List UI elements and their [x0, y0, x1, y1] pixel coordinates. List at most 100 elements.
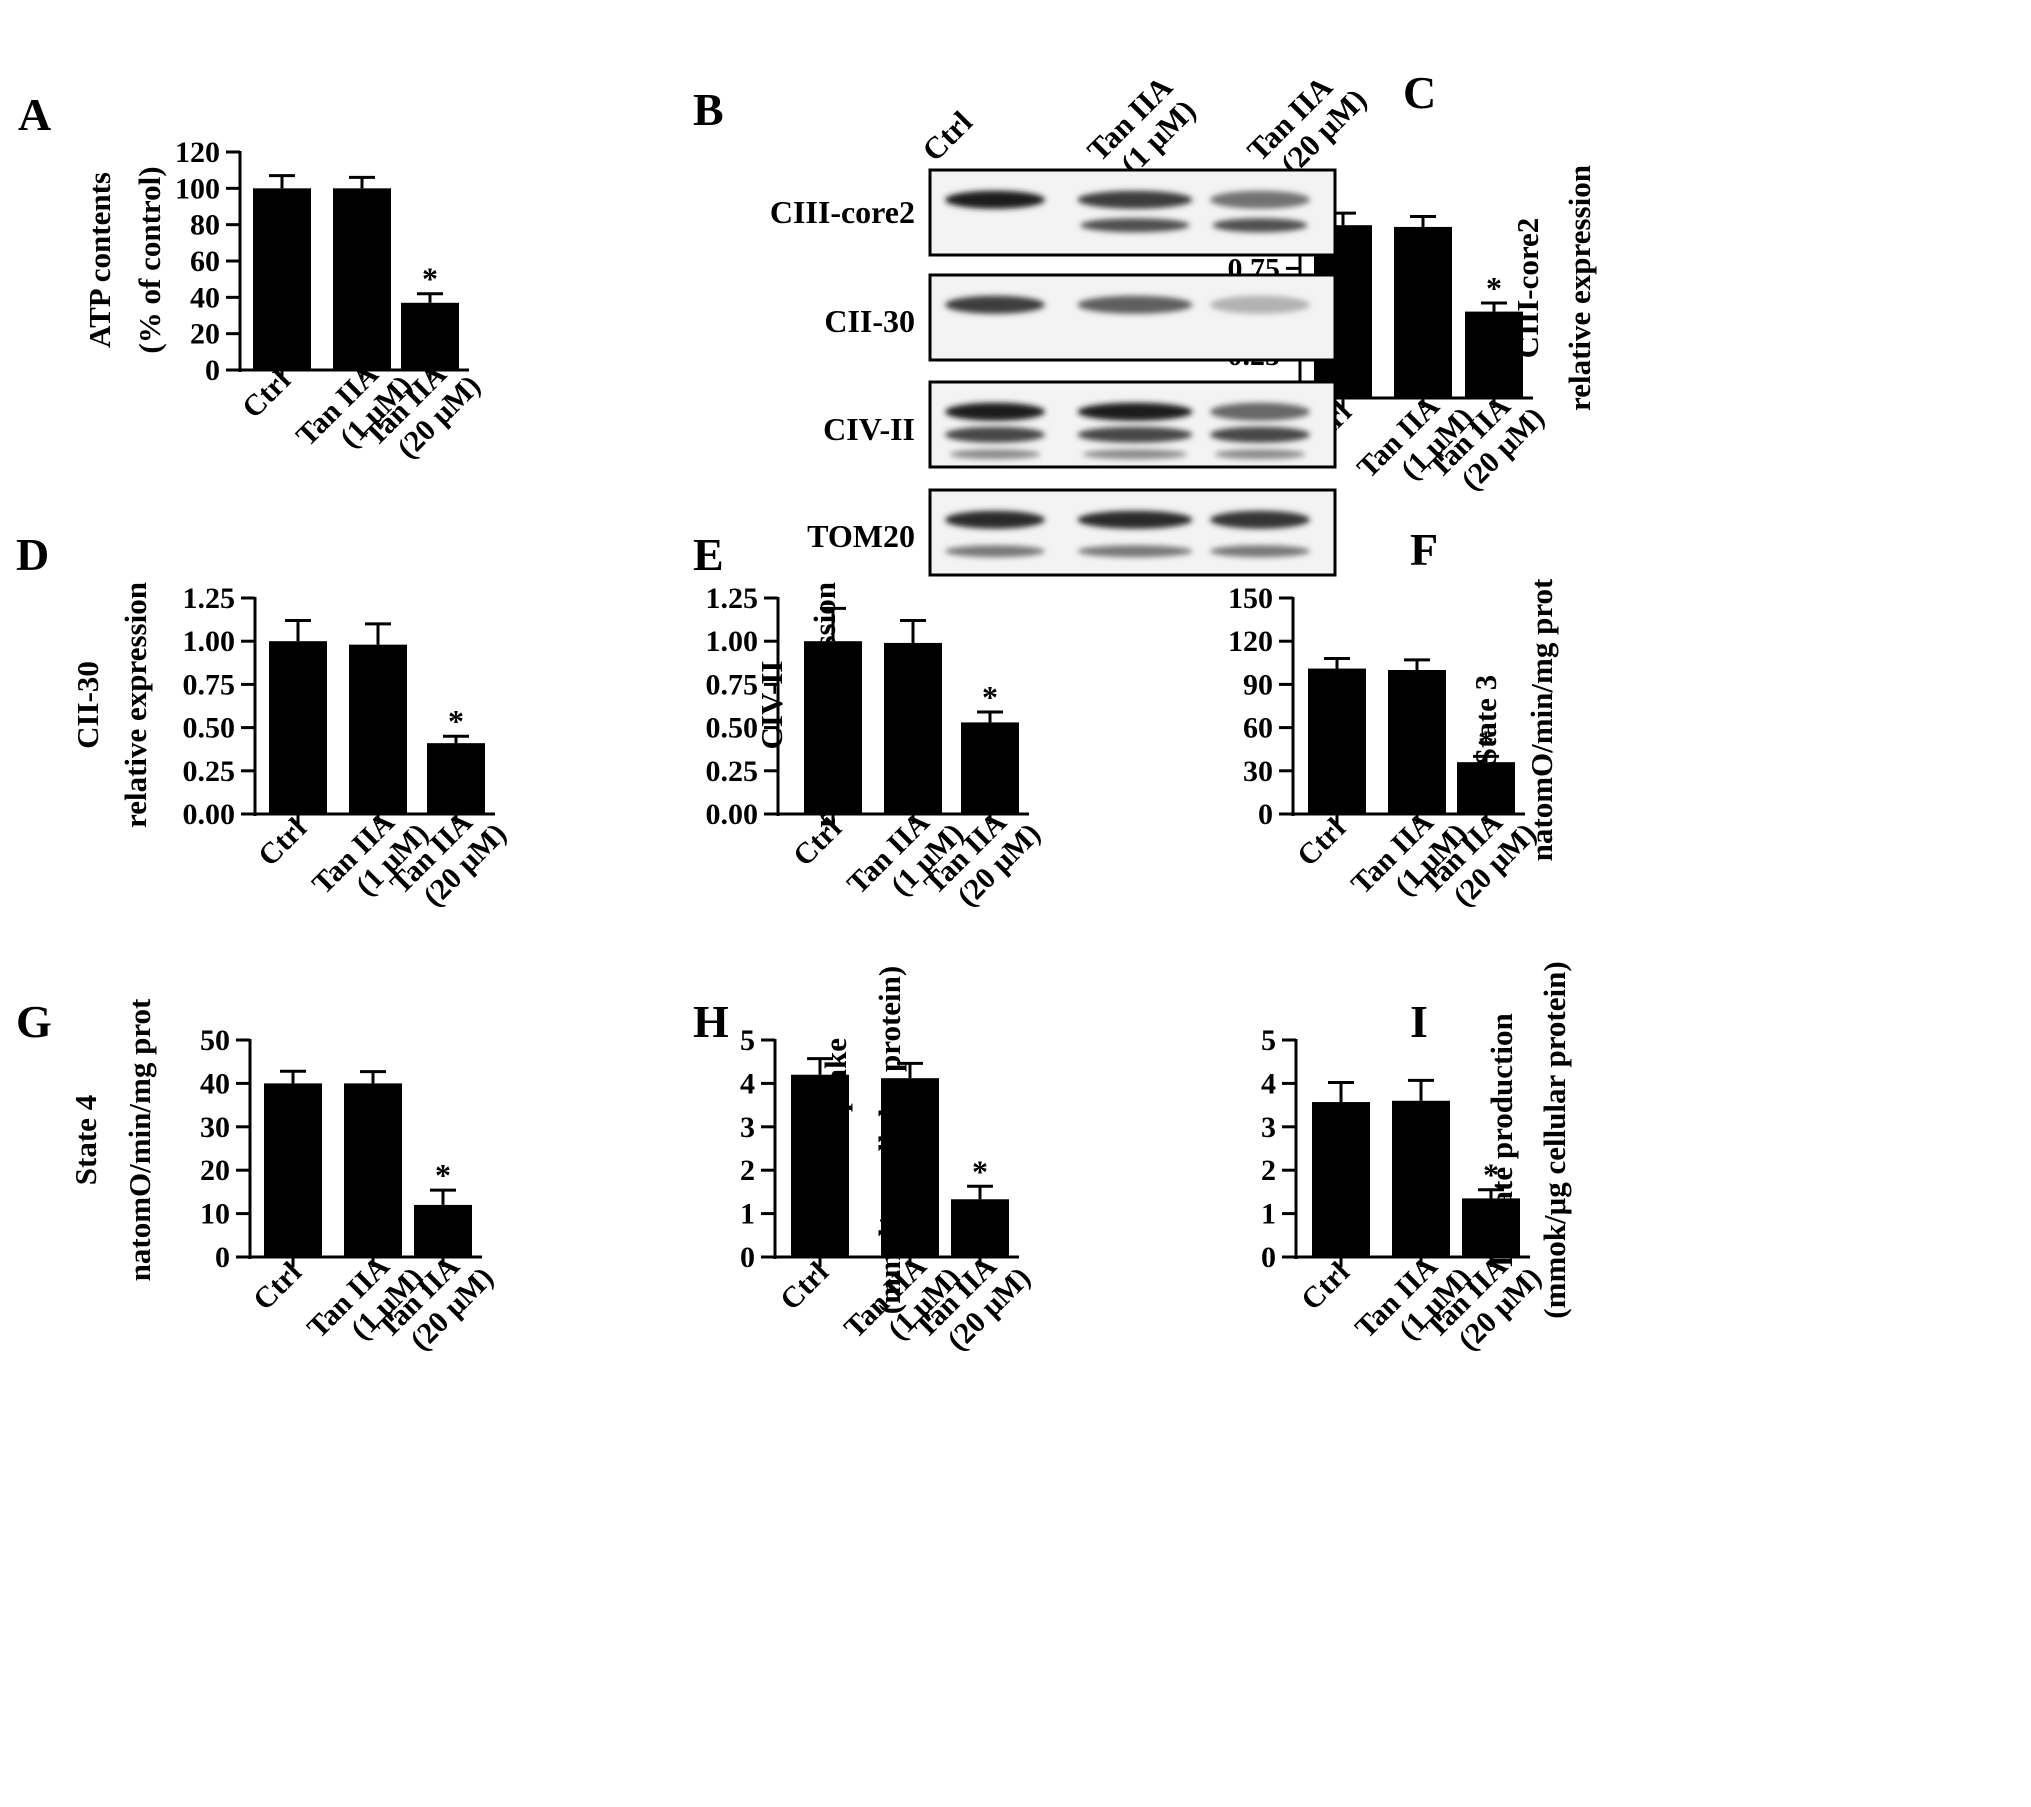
y-tick-label: 120 [1228, 625, 1273, 658]
lane-label: Ctrl [915, 104, 979, 168]
blot-band [1077, 545, 1193, 558]
panel-b: B Ctrl Tan IIA(1 μM) Tan IIA(20 μM)CIII-cor… [693, 69, 1373, 577]
x-tick-label: Ctrl [247, 1256, 308, 1317]
y-tick-label: 0 [1261, 1241, 1276, 1274]
y-tick-label: 40 [190, 281, 220, 314]
y-tick-label: 0.25 [183, 755, 236, 788]
y-tick-label: 20 [200, 1154, 230, 1187]
blot-box [928, 488, 1337, 577]
y-tick-label: 80 [190, 209, 220, 242]
blot-band [1077, 426, 1193, 443]
x-tick-label-line: Ctrl [252, 812, 313, 873]
y-axis-label: ATP contents [82, 172, 117, 348]
bar [951, 1199, 1009, 1257]
blot-row-label: CIV-II [823, 411, 915, 447]
y-tick-label: 120 [175, 136, 220, 169]
blot-row-label: CII-30 [824, 303, 915, 339]
blot-band [1077, 190, 1193, 209]
y-tick-label: 3 [1261, 1111, 1276, 1144]
y-tick-label: 5 [740, 1024, 755, 1057]
significance-star: * [448, 703, 464, 739]
lane-label-line: Ctrl [915, 104, 979, 168]
y-tick-label: 1.00 [183, 625, 236, 658]
blot-band [1077, 295, 1193, 314]
panel-letter: F [1410, 524, 1438, 575]
panel-letter: B [693, 84, 724, 135]
bar [881, 1078, 939, 1257]
y-tick-label: 4 [740, 1067, 755, 1100]
blot-band [1210, 545, 1310, 558]
bar [1462, 1198, 1520, 1257]
y-tick-label: 0.00 [706, 798, 759, 831]
y-axis-label: relative expression [1562, 165, 1597, 411]
y-tick-label: 0 [740, 1241, 755, 1274]
y-tick-label: 40 [200, 1067, 230, 1100]
y-tick-label: 1 [740, 1198, 755, 1231]
bar [414, 1204, 472, 1257]
blot-band [945, 510, 1045, 529]
blot-box [928, 273, 1337, 362]
panel-letter: D [16, 529, 49, 580]
x-tick-label-line: Ctrl [247, 1256, 308, 1317]
y-tick-label: 3 [740, 1111, 755, 1144]
blot-band [1077, 402, 1193, 421]
y-tick-label: 60 [1243, 712, 1273, 745]
panel-letter: A [18, 89, 51, 140]
blot-band [1212, 218, 1308, 233]
y-tick-label: 90 [1243, 668, 1273, 701]
y-tick-label: 50 [200, 1024, 230, 1057]
bar [1308, 668, 1366, 814]
blot-band [945, 295, 1045, 314]
y-tick-label: 20 [190, 318, 220, 351]
blot-band [945, 190, 1045, 209]
blot-band [1210, 295, 1310, 314]
significance-star: * [1478, 723, 1494, 759]
y-tick-label: 0 [205, 354, 220, 387]
bar [1388, 670, 1446, 814]
y-tick-label: 0.75 [706, 668, 759, 701]
y-tick-label: 0.25 [706, 755, 759, 788]
bar [961, 722, 1019, 814]
x-tick-label: Ctrl [1295, 1256, 1356, 1317]
blot-row-label: CIII-core2 [770, 194, 915, 230]
panel-h: HGlucose uptake(mmol/ng cellular protein… [693, 966, 1037, 1357]
y-tick-label: 0.00 [183, 798, 236, 831]
blot-band [1210, 510, 1310, 529]
blot-band [1210, 426, 1310, 443]
blot-box [928, 168, 1337, 257]
bar [333, 188, 391, 370]
x-tick-label-line: Ctrl [1291, 812, 1352, 873]
significance-star: * [1483, 1157, 1499, 1193]
panel-d: D CII-30 relative expression 0.00 0.25 0.50 0.… [16, 529, 513, 913]
blot-band [945, 402, 1045, 421]
x-tick-label: Ctrl [236, 364, 297, 425]
y-axis-label: relative expression [118, 582, 153, 828]
y-tick-label: 150 [1228, 582, 1273, 615]
bar [349, 644, 407, 814]
x-tick-label: Ctrl [1291, 812, 1352, 873]
y-tick-label: 1.00 [706, 625, 759, 658]
y-tick-label: 0.75 [183, 668, 236, 701]
y-tick-label: 0 [1258, 798, 1273, 831]
y-axis-label: State 3 [1468, 675, 1503, 765]
significance-star: * [972, 1153, 988, 1189]
y-axis-label: natomO/min/mg prot [1524, 578, 1559, 861]
panel-i: I Lactate production (mmok/μg cellular pro… [1261, 961, 1572, 1357]
y-tick-label: 2 [740, 1154, 755, 1187]
y-axis-label: CII-30 [70, 661, 105, 749]
panel-f: F State 3 natomO/min/mg prot 0 30 60 90 120 150 C… [1228, 524, 1559, 913]
y-tick-label: 5 [1261, 1024, 1276, 1057]
significance-star: * [422, 261, 438, 297]
panel-letter: G [16, 996, 52, 1047]
bar [1457, 762, 1515, 814]
bar [253, 188, 311, 370]
bar [344, 1083, 402, 1257]
blot-band [945, 545, 1045, 558]
significance-star: * [982, 679, 998, 715]
x-tick-label: Ctrl [252, 812, 313, 873]
bar [1394, 226, 1452, 398]
y-tick-label: 30 [1243, 755, 1273, 788]
